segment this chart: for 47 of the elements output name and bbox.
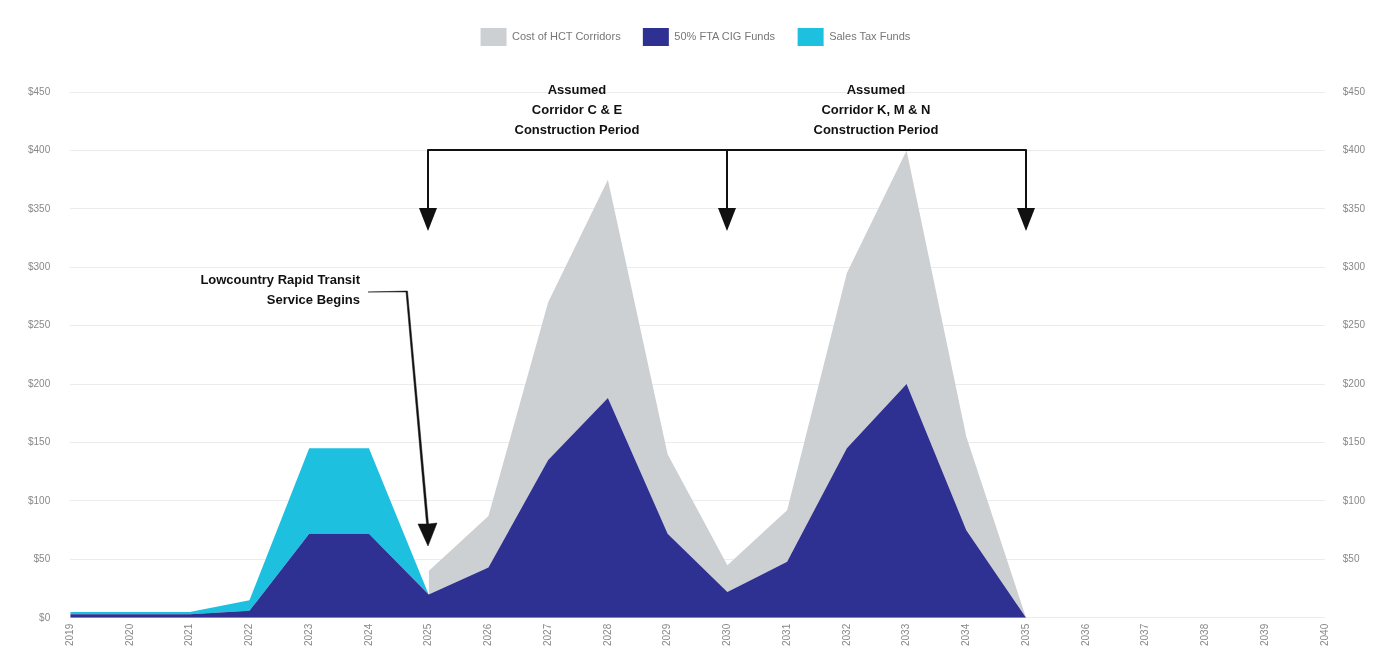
legend-label: Cost of HCT Corridors xyxy=(512,30,622,43)
y2-tick-label: $450 xyxy=(1342,85,1366,97)
y-tick-label: $100 xyxy=(28,494,51,506)
y2-tick-label: $100 xyxy=(1342,494,1366,506)
y-tick-label: $400 xyxy=(28,144,51,156)
x-tick-label: 2035 xyxy=(1019,623,1031,646)
annotation: Assumed Corridor C & E Construction Period xyxy=(514,81,640,139)
x-tick-label: 2038 xyxy=(1199,623,1211,646)
x-tick-label: 2027 xyxy=(541,623,553,646)
x-tick-label: 2025 xyxy=(422,623,434,646)
legend-label: 50% FTA CIG Funds xyxy=(674,30,776,43)
y2-tick-label: $200 xyxy=(1342,377,1366,389)
y-tick-label: $150 xyxy=(28,436,51,448)
x-tick-label: 2021 xyxy=(183,623,195,646)
y-tick-label: $450 xyxy=(28,85,51,97)
y-tick-label: $0 xyxy=(39,611,51,623)
annotation: Lowcountry Rapid Transit Service Begins xyxy=(200,271,360,309)
y2-tick-label: $250 xyxy=(1342,319,1366,331)
x-tick-label: 2040 xyxy=(1318,623,1330,646)
x-tick-label: 2026 xyxy=(482,623,494,646)
x-tick-label: 2020 xyxy=(123,623,135,646)
x-tick-label: 2032 xyxy=(840,623,852,646)
annotation: Assumed Corridor K, M & N Construction Period xyxy=(813,81,939,139)
x-tick-label: 2030 xyxy=(721,623,733,646)
x-tick-label: 2036 xyxy=(1079,623,1091,646)
x-tick-label: 2037 xyxy=(1139,623,1151,646)
y2-tick-label: $50 xyxy=(1342,553,1360,565)
x-tick-label: 2028 xyxy=(601,623,613,646)
x-tick-label: 2023 xyxy=(302,623,314,646)
y2-tick-label: $400 xyxy=(1342,144,1366,156)
x-tick-label: 2024 xyxy=(362,623,374,646)
legend-label: Sales Tax Funds xyxy=(829,30,911,43)
y2-tick-label: $300 xyxy=(1342,261,1366,272)
y-tick-label: $200 xyxy=(28,377,51,389)
x-tick-label: 2022 xyxy=(243,623,255,646)
y-tick-label: $300 xyxy=(28,261,51,272)
y-tick-label: $350 xyxy=(28,202,51,214)
y2-tick-label: $150 xyxy=(1342,436,1366,448)
y-tick-label: $250 xyxy=(28,319,51,331)
x-tick-label: 2019 xyxy=(64,623,75,646)
y-tick-label: $50 xyxy=(33,553,51,565)
y2-tick-label: $350 xyxy=(1342,202,1366,214)
x-tick-label: 2039 xyxy=(1258,623,1270,646)
x-tick-label: 2029 xyxy=(661,623,673,646)
x-tick-label: 2034 xyxy=(960,623,972,646)
x-tick-label: 2031 xyxy=(780,623,792,646)
x-tick-label: 2033 xyxy=(900,623,912,646)
